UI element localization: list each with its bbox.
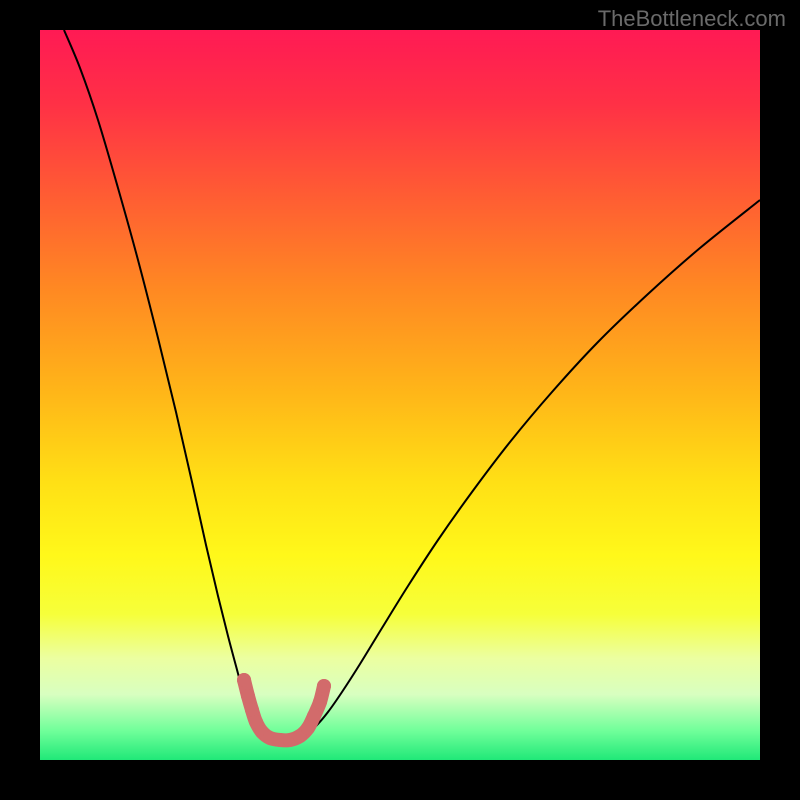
marker-dot	[241, 689, 255, 703]
bottleneck-curve	[64, 30, 760, 740]
marker-dot	[237, 673, 251, 687]
curve-svg	[0, 0, 800, 800]
marker-dot	[307, 709, 321, 723]
marker-dot	[301, 721, 315, 735]
marker-dot	[313, 695, 327, 709]
marker-dot	[245, 703, 259, 717]
marker-dot	[317, 679, 331, 693]
watermark-text: TheBottleneck.com	[598, 6, 786, 32]
chart-container: TheBottleneck.com	[0, 0, 800, 800]
